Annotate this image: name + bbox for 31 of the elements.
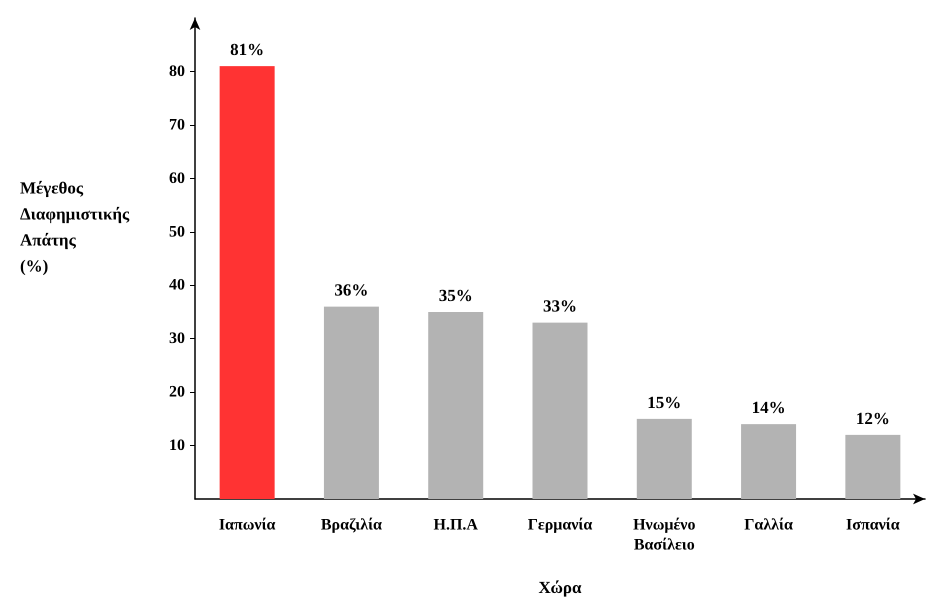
bar [324,306,379,499]
x-tick-label: Γερμανία [528,516,592,534]
bar [428,312,484,499]
y-axis-title: Μέγεθος Διαφημιστικής Απάτης (%) [20,178,130,276]
bar [532,322,588,499]
x-tick-label: Ιαπωνία [218,516,276,534]
data-label: 35% [438,286,473,305]
x-tick-label: Βραζιλία [320,516,382,534]
bar [636,418,692,499]
data-label: 12% [856,408,890,428]
data-label: 14% [752,398,786,418]
bar [845,434,900,499]
bar [220,66,275,499]
bar [741,424,796,499]
y-tick-label: 60 [169,170,185,187]
y-tick-label: 10 [169,437,185,454]
x-tick-label: Ισπανία [846,516,900,534]
y-tick-label: 70 [169,116,185,134]
data-label: 36% [334,280,368,300]
data-label: 15% [647,392,682,412]
y-tick-label: 80 [169,62,185,80]
y-tick-label: 30 [169,330,185,348]
data-label: 33% [543,296,577,316]
x-axis-title: Χώρα [538,578,582,597]
x-tick-label: Ηνωμένο Βασίλειο [633,516,696,554]
x-tick-label: Η.Π.Α [433,516,478,534]
y-tick-label: 20 [169,384,185,401]
y-tick-label: 50 [169,223,185,240]
data-label: 81% [230,40,264,60]
y-tick-label: 40 [169,276,185,294]
x-tick-label: Γαλλία [744,516,793,534]
